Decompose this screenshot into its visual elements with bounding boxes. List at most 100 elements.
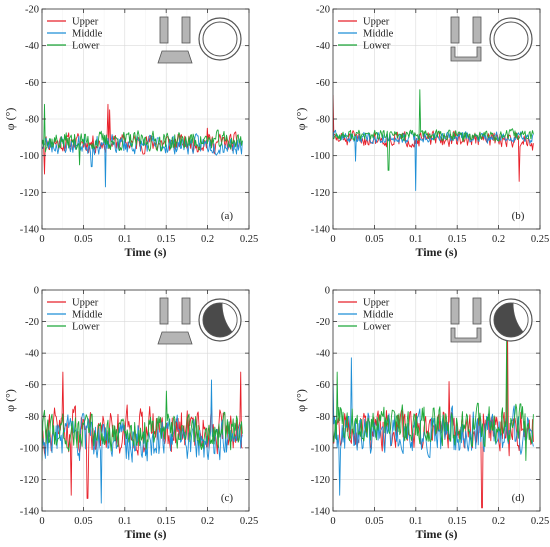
y-tick-label: -140 bbox=[20, 225, 39, 236]
y-tick-label: -80 bbox=[25, 412, 39, 423]
y-tick-label: -40 bbox=[25, 41, 39, 52]
legend-label-upper: Upper bbox=[72, 298, 99, 309]
y-tick-label: -100 bbox=[20, 151, 39, 162]
y-tick-label: -100 bbox=[311, 151, 330, 162]
slot-left bbox=[159, 297, 169, 325]
y-tick-label: -60 bbox=[25, 78, 39, 89]
inner-ring bbox=[202, 21, 238, 57]
series-line-middle bbox=[42, 133, 243, 188]
x-tick-label: 0.15 bbox=[448, 516, 466, 527]
x-tick-label: 0.15 bbox=[157, 516, 175, 527]
slot-right bbox=[472, 297, 482, 325]
y-tick-label: -100 bbox=[20, 443, 39, 454]
y-tick-label: -60 bbox=[25, 380, 39, 391]
y-tick-label: 0 bbox=[325, 286, 330, 297]
slot-left bbox=[450, 297, 460, 325]
series-group bbox=[333, 324, 534, 509]
y-tick-label: -40 bbox=[316, 41, 330, 52]
y-tick-label: -140 bbox=[20, 507, 39, 518]
x-tick-label: 0.2 bbox=[201, 234, 214, 245]
y-tick-label: -120 bbox=[311, 475, 330, 486]
y-tick-label: -120 bbox=[20, 475, 39, 486]
structure-icon bbox=[450, 16, 533, 62]
y-tick-label: -20 bbox=[25, 317, 39, 328]
x-tick-label: 0.1 bbox=[409, 234, 422, 245]
bottom-tray bbox=[450, 327, 482, 343]
y-tick-label: -140 bbox=[311, 225, 330, 236]
inner-crescent bbox=[221, 302, 238, 333]
x-axis-label: Time (s) bbox=[415, 527, 457, 541]
slot-left bbox=[450, 16, 460, 44]
series-group bbox=[42, 103, 243, 188]
y-tick-label: -80 bbox=[316, 115, 330, 126]
series-line-lower bbox=[42, 390, 243, 461]
x-tick-label: 0.1 bbox=[409, 516, 422, 527]
x-tick-label: 0 bbox=[39, 516, 44, 527]
chart-panel-b: 0 0.05 0.1 0.15 0.2 0.25 -140 -120 -100 -80 -60 -40… bbox=[294, 5, 549, 260]
x-tick-label: 0.25 bbox=[531, 234, 549, 245]
bottom-tray bbox=[450, 46, 482, 62]
y-tick-label: -80 bbox=[316, 412, 330, 423]
x-tick-label: 0 bbox=[330, 516, 335, 527]
y-axis-label: φ (°) bbox=[294, 389, 308, 412]
x-tick-label: 0.1 bbox=[118, 234, 131, 245]
inner-ring bbox=[493, 21, 529, 57]
series-line-middle bbox=[333, 129, 534, 191]
x-tick-label: 0.25 bbox=[240, 516, 258, 527]
x-axis-label: Time (s) bbox=[124, 527, 166, 541]
legend-label-middle: Middle bbox=[363, 29, 394, 40]
series-line-lower bbox=[333, 89, 534, 171]
panel-label: (b) bbox=[512, 210, 525, 222]
panel-label: (d) bbox=[512, 492, 525, 504]
x-tick-label: 0.2 bbox=[492, 234, 505, 245]
legend-label-middle: Middle bbox=[72, 29, 103, 40]
slot-right bbox=[472, 16, 482, 44]
series-group bbox=[333, 89, 534, 191]
x-tick-label: 0.05 bbox=[365, 234, 383, 245]
structure-icon bbox=[450, 297, 533, 343]
x-tick-label: 0.1 bbox=[118, 516, 131, 527]
y-tick-label: -40 bbox=[316, 349, 330, 360]
series-line-middle bbox=[333, 357, 534, 496]
panel-label: (a) bbox=[221, 210, 234, 222]
legend-label-lower: Lower bbox=[72, 41, 100, 52]
y-tick-label: -40 bbox=[25, 349, 39, 360]
x-tick-label: 0.2 bbox=[201, 516, 214, 527]
chart-panel-a: 0 0.05 0.1 0.15 0.2 0.25 -140 -120 -100 -80 -60 -40… bbox=[3, 5, 258, 260]
y-tick-label: -140 bbox=[311, 507, 330, 518]
y-axis-label: φ (°) bbox=[3, 389, 17, 412]
axes-frame bbox=[332, 289, 541, 512]
panel-label: (c) bbox=[221, 492, 234, 504]
structure-icon bbox=[157, 297, 242, 345]
structure-icon bbox=[157, 16, 242, 64]
series-line-lower bbox=[333, 336, 534, 461]
legend-label-middle: Middle bbox=[363, 310, 394, 321]
x-axis-label: Time (s) bbox=[415, 245, 457, 259]
y-tick-label: -20 bbox=[25, 5, 39, 16]
slot-right bbox=[181, 297, 191, 325]
legend-label-lower: Lower bbox=[363, 41, 391, 52]
x-tick-label: 0.25 bbox=[240, 234, 258, 245]
slot-left bbox=[159, 16, 169, 44]
y-tick-label: 0 bbox=[34, 286, 39, 297]
axes-frame bbox=[41, 289, 250, 512]
legend-label-lower: Lower bbox=[72, 322, 100, 333]
legend-label-lower: Lower bbox=[363, 322, 391, 333]
y-tick-label: -60 bbox=[316, 380, 330, 391]
legend-label-upper: Upper bbox=[72, 17, 99, 28]
bottom-plate bbox=[157, 331, 193, 345]
legend-label-upper: Upper bbox=[363, 298, 390, 309]
x-tick-label: 0.05 bbox=[74, 516, 92, 527]
y-tick-label: -100 bbox=[311, 443, 330, 454]
x-tick-label: 0.2 bbox=[492, 516, 505, 527]
x-tick-label: 0.05 bbox=[74, 234, 92, 245]
y-tick-label: -120 bbox=[311, 188, 330, 199]
chart-panel-d: 0 0.05 0.1 0.15 0.2 0.25 -140 -120 -100 -80 -60 -40… bbox=[294, 286, 549, 542]
inner-crescent bbox=[512, 302, 529, 333]
y-tick-label: -20 bbox=[316, 317, 330, 328]
y-tick-label: -120 bbox=[20, 188, 39, 199]
